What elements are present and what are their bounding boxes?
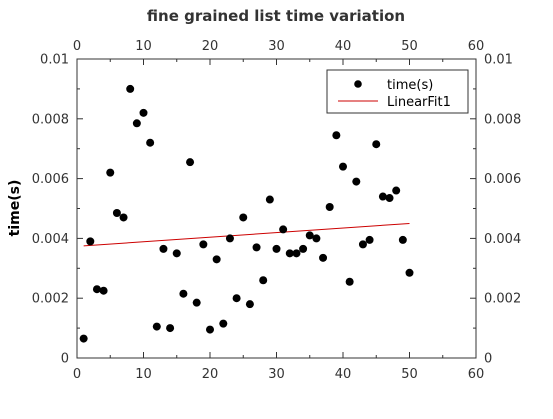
fit-line-layer bbox=[83, 222, 410, 247]
x-tick-label-top: 60 bbox=[468, 39, 485, 54]
data-point bbox=[252, 243, 261, 252]
data-point bbox=[199, 240, 208, 249]
data-point bbox=[225, 234, 234, 243]
data-point bbox=[146, 138, 155, 147]
y-tick-label-right: 0.006 bbox=[484, 172, 521, 187]
data-point bbox=[345, 277, 354, 286]
data-point bbox=[112, 208, 121, 217]
data-point bbox=[132, 119, 141, 128]
data-point bbox=[192, 298, 201, 307]
x-tick-label-bottom: 60 bbox=[468, 367, 485, 382]
data-points-layer bbox=[79, 84, 414, 343]
data-point bbox=[319, 253, 328, 262]
legend-marker-scatter bbox=[354, 80, 362, 88]
data-point bbox=[259, 276, 268, 285]
y-tick-label-left: 0.006 bbox=[32, 172, 69, 187]
data-point bbox=[372, 140, 381, 149]
data-point bbox=[99, 286, 108, 295]
x-tick-label-bottom: 20 bbox=[202, 367, 219, 382]
y-tick-label-right: 0.002 bbox=[484, 292, 521, 307]
linear-fit-line bbox=[83, 222, 410, 247]
data-point bbox=[292, 249, 301, 258]
x-tick-label-top: 0 bbox=[73, 39, 81, 54]
y-tick-label-left: 0.004 bbox=[32, 232, 69, 247]
data-point bbox=[405, 268, 414, 277]
data-point bbox=[312, 234, 321, 243]
data-point bbox=[285, 249, 294, 258]
data-point bbox=[385, 194, 394, 203]
y-tick-label-left: 0.008 bbox=[32, 112, 69, 127]
data-point bbox=[92, 285, 101, 294]
y-tick-label-right: 0 bbox=[484, 352, 492, 367]
data-point bbox=[279, 225, 288, 234]
data-point bbox=[212, 255, 221, 264]
data-point bbox=[358, 240, 367, 249]
y-tick-label-left: 0 bbox=[61, 352, 69, 367]
x-tick-label-bottom: 0 bbox=[73, 367, 81, 382]
x-tick-label-top: 30 bbox=[268, 39, 285, 54]
data-point bbox=[126, 84, 135, 93]
data-point bbox=[179, 289, 188, 298]
data-point bbox=[398, 235, 407, 244]
data-point bbox=[265, 195, 274, 204]
data-point bbox=[352, 177, 361, 186]
data-point bbox=[119, 213, 128, 222]
data-point bbox=[245, 300, 254, 309]
x-tick-label-top: 10 bbox=[135, 39, 152, 54]
x-tick-label-bottom: 50 bbox=[401, 367, 418, 382]
data-point bbox=[305, 231, 314, 240]
x-tick-label-top: 50 bbox=[401, 39, 418, 54]
data-point bbox=[365, 235, 374, 244]
data-point bbox=[79, 334, 88, 343]
data-point bbox=[299, 244, 308, 253]
y-axis-label: time(s) bbox=[7, 180, 23, 237]
data-point bbox=[172, 249, 181, 258]
data-point bbox=[378, 192, 387, 201]
data-point bbox=[332, 131, 341, 140]
data-point bbox=[186, 158, 195, 167]
data-point bbox=[159, 244, 168, 253]
legend-label-fit: LinearFit1 bbox=[387, 95, 451, 110]
x-tick-label-bottom: 40 bbox=[335, 367, 352, 382]
y-tick-label-left: 0.002 bbox=[32, 292, 69, 307]
data-point bbox=[239, 213, 248, 222]
y-tick-label-left: 0.01 bbox=[40, 53, 69, 68]
x-tick-label-top: 20 bbox=[202, 39, 219, 54]
data-point bbox=[325, 203, 334, 212]
data-point bbox=[139, 108, 148, 117]
legend-label-time: time(s) bbox=[387, 78, 433, 93]
data-point bbox=[106, 168, 115, 177]
x-tick-label-bottom: 30 bbox=[268, 367, 285, 382]
data-point bbox=[339, 162, 347, 171]
data-point bbox=[152, 322, 161, 331]
legend: time(s) LinearFit1 bbox=[326, 69, 469, 114]
data-point bbox=[232, 294, 241, 303]
data-point bbox=[86, 237, 95, 246]
data-point bbox=[392, 186, 401, 195]
y-tick-label-right: 0.008 bbox=[484, 112, 521, 127]
chart-title: fine grained list time variation bbox=[147, 7, 405, 25]
y-tick-label-right: 0.01 bbox=[484, 53, 513, 68]
x-tick-label-bottom: 10 bbox=[135, 367, 152, 382]
data-point bbox=[272, 244, 281, 253]
x-tick-label-top: 40 bbox=[335, 39, 352, 54]
data-point bbox=[219, 319, 228, 328]
y-tick-label-right: 0.004 bbox=[484, 232, 521, 247]
data-point bbox=[206, 325, 214, 334]
data-point bbox=[166, 324, 175, 333]
legend-box bbox=[326, 69, 469, 114]
